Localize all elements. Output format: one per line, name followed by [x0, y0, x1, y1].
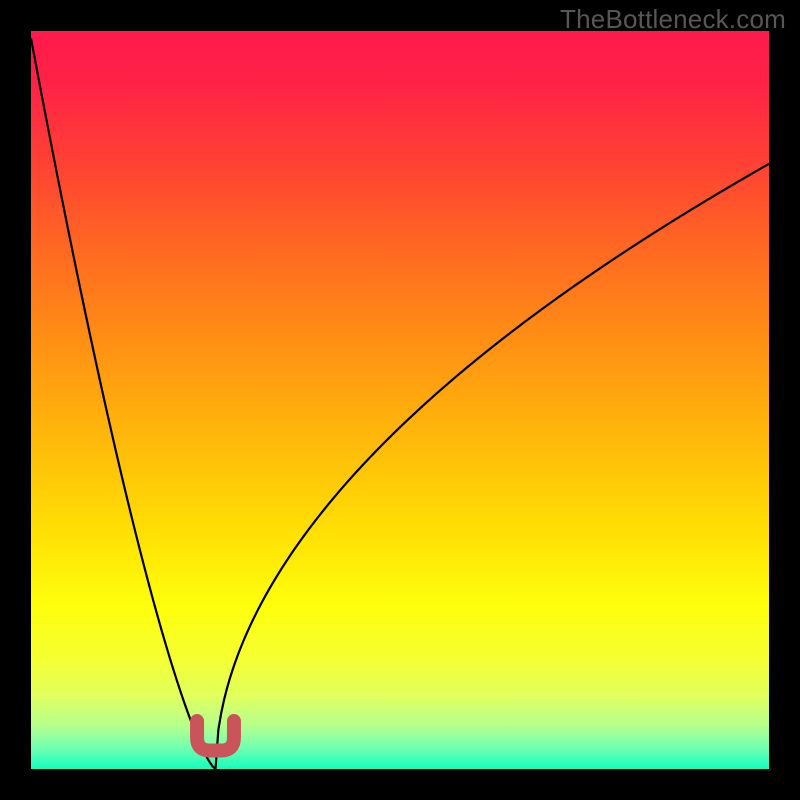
plot-area — [31, 31, 769, 769]
outer-frame: TheBottleneck.com — [0, 0, 800, 800]
attribution-text: TheBottleneck.com — [560, 4, 786, 35]
gradient-background — [31, 31, 769, 769]
